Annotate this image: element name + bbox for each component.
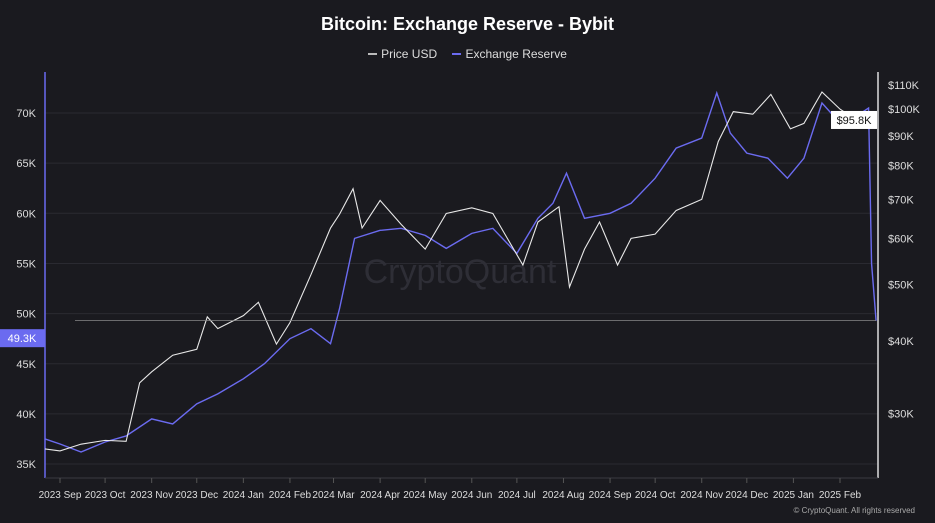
left-axis-tick-label: 50K (16, 309, 36, 321)
x-axis-tick-label: 2023 Oct (85, 490, 126, 501)
series-line-price-usd (44, 91, 877, 452)
x-axis-tick-label: 2023 Nov (130, 490, 173, 501)
chart-title: Bitcoin: Exchange Reserve - Bybit (320, 14, 615, 34)
x-axis-tick-label: 2023 Dec (175, 490, 218, 501)
current-reserve-badge (0, 329, 45, 348)
x-axis-tick-label: 2024 Dec (725, 490, 768, 501)
right-axis-tick-label: $30K (888, 409, 914, 421)
x-axis-tick-label: 2025 Feb (819, 490, 862, 501)
left-axis-tick-label: 65K (16, 158, 36, 170)
left-axis-tick-label: 40K (16, 409, 36, 421)
x-axis-tick-label: 2024 Apr (360, 490, 401, 501)
series-line-exchange-reserve (44, 90, 877, 453)
x-axis-tick-label: 2024 Sep (589, 490, 632, 501)
right-axis-tick-label: $60K (888, 233, 914, 245)
watermark-logo: CryptoQuant (364, 253, 557, 291)
left-axis-tick-label: 45K (16, 359, 36, 371)
current-price-label: $95.8K (837, 115, 873, 127)
legend-item-reserve[interactable]: Exchange Reserve (452, 47, 567, 61)
x-axis-tick-label: 2024 Oct (635, 490, 676, 501)
current-reserve-label: 49.3K (8, 333, 37, 345)
legend: Price USD Exchange Reserve (0, 44, 935, 61)
right-axis-tick-label: $100K (888, 104, 920, 116)
copyright-footer: © CryptoQuant. All rights reserved (793, 506, 916, 515)
right-axis-tick-label: $40K (888, 336, 914, 348)
legend-item-price[interactable]: Price USD (368, 47, 437, 61)
x-axis-tick-label: 2024 Mar (312, 490, 355, 501)
x-axis-tick-label: 2024 May (403, 490, 447, 501)
x-axis-tick-label: 2024 Jun (451, 490, 492, 501)
left-axis-tick-label: 55K (16, 258, 36, 270)
right-axis-tick-label: $50K (888, 279, 914, 291)
legend-label-reserve: Exchange Reserve (465, 47, 567, 61)
x-axis-tick-label: 2025 Jan (773, 490, 814, 501)
x-axis-tick-label: 2024 Jan (223, 490, 264, 501)
left-axis-tick-label: 70K (16, 108, 36, 120)
legend-swatch-price (368, 53, 378, 55)
x-axis-tick-label: 2024 Jul (498, 490, 536, 501)
right-axis-tick-label: $80K (888, 161, 914, 173)
right-axis-tick-label: $70K (888, 194, 914, 206)
x-axis-tick-label: 2024 Aug (542, 490, 584, 501)
current-price-badge (831, 110, 877, 129)
left-axis-tick-label: 60K (16, 208, 36, 220)
left-axis-tick-label: 35K (16, 459, 36, 471)
x-axis-tick-label: 2024 Feb (269, 490, 312, 501)
right-axis-tick-label: $90K (888, 131, 914, 143)
right-axis-tick-label: $110K (888, 80, 920, 92)
x-axis-tick-label: 2024 Nov (680, 490, 723, 501)
x-axis-tick-label: 2023 Sep (39, 490, 82, 501)
legend-label-price: Price USD (381, 47, 438, 61)
legend-swatch-reserve (452, 53, 462, 55)
